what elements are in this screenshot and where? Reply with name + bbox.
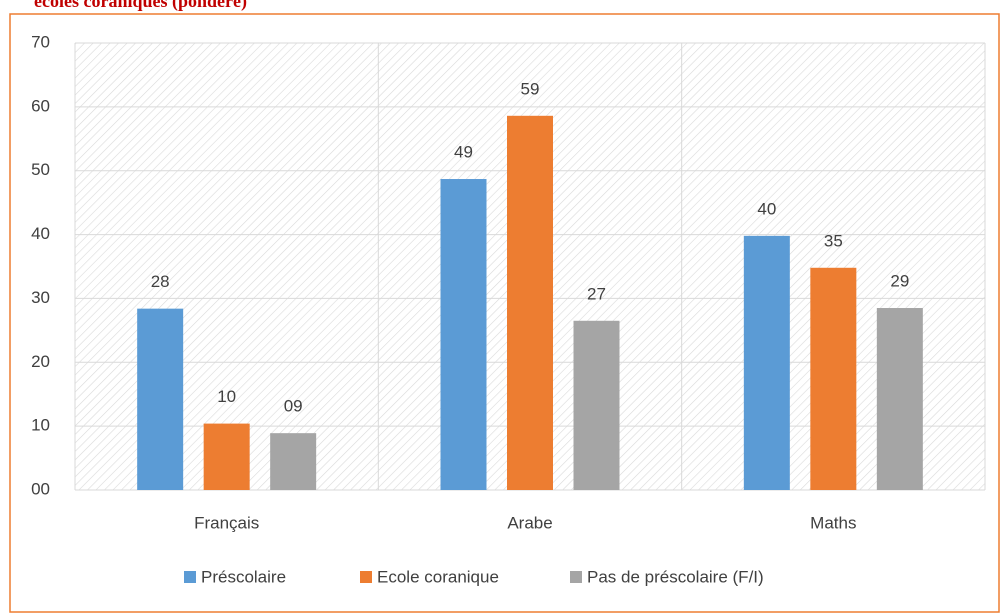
- y-tick-label: 10: [31, 416, 50, 435]
- data-label: 27: [587, 284, 606, 303]
- bar: [440, 179, 487, 490]
- legend-label: Préscolaire: [201, 567, 286, 586]
- data-label: 29: [890, 271, 909, 290]
- y-tick-label: 00: [31, 479, 50, 498]
- data-label: 59: [521, 79, 540, 98]
- y-tick-label: 30: [31, 288, 50, 307]
- data-label: 10: [217, 387, 236, 406]
- legend-swatch: [184, 571, 196, 583]
- bar: [137, 308, 184, 490]
- bar: [203, 423, 250, 490]
- x-tick-label: Arabe: [507, 513, 552, 532]
- bar: [743, 235, 790, 490]
- legend-label: Pas de préscolaire (F/I): [587, 567, 764, 586]
- y-tick-label: 50: [31, 160, 50, 179]
- data-label: 40: [757, 199, 776, 218]
- data-label: 49: [454, 143, 473, 162]
- data-label: 28: [151, 272, 170, 291]
- legend-swatch: [360, 571, 372, 583]
- data-label: 09: [284, 397, 303, 416]
- legend-label: Ecole coranique: [377, 567, 499, 586]
- chart-title: écoles coraniques (pondéré): [34, 0, 247, 12]
- legend-swatch: [570, 571, 582, 583]
- bar: [270, 433, 317, 490]
- y-tick-label: 60: [31, 96, 50, 115]
- data-label: 35: [824, 231, 843, 250]
- y-tick-label: 20: [31, 352, 50, 371]
- bar: [573, 320, 620, 490]
- x-tick-label: Maths: [810, 513, 856, 532]
- y-tick-label: 40: [31, 224, 50, 243]
- bar: [810, 267, 857, 490]
- bar: [876, 308, 923, 490]
- y-tick-label: 70: [31, 32, 50, 51]
- x-tick-label: Français: [194, 513, 259, 532]
- bar: [507, 115, 553, 490]
